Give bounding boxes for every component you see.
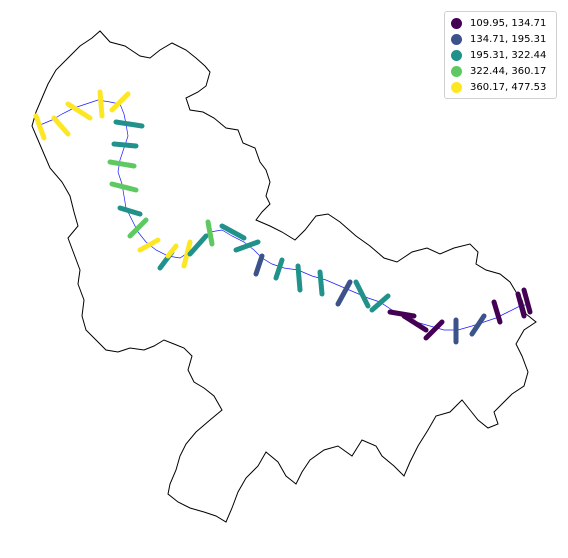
legend-label: 195.31, 322.44 — [470, 49, 547, 61]
cross-section-segment — [423, 319, 445, 341]
cross-section-segment — [109, 181, 139, 193]
cross-section-segment — [33, 113, 47, 141]
legend-swatch — [451, 65, 462, 77]
cross-section-segment — [317, 269, 325, 297]
cross-section-segment — [187, 233, 209, 257]
cross-section-segment — [137, 237, 161, 253]
cross-section-segment — [401, 313, 429, 333]
cross-section-segment — [51, 115, 71, 137]
cross-section-segment — [65, 101, 93, 121]
cross-section-segment — [107, 159, 137, 169]
legend-label: 322.44, 360.17 — [470, 65, 547, 77]
legend-item: 322.44, 360.17 — [451, 63, 552, 79]
cross-section-segment — [127, 217, 149, 239]
legend-item: 134.71, 195.31 — [451, 31, 552, 47]
legend-label: 360.17, 477.53 — [470, 81, 547, 93]
cross-section-segment — [113, 119, 145, 129]
cross-section-segment — [165, 243, 179, 259]
cross-section-segment — [335, 279, 353, 307]
legend-item: 109.95, 134.71 — [451, 15, 552, 31]
cross-section-segment — [181, 239, 193, 269]
cross-section-segment — [469, 313, 487, 337]
cross-section-segment — [233, 239, 261, 253]
legend-swatch — [451, 81, 462, 93]
legend-label: 109.95, 134.71 — [470, 17, 547, 29]
legend-item: 195.31, 322.44 — [451, 47, 552, 63]
cross-section-segment — [515, 291, 527, 319]
legend-swatch — [451, 33, 462, 45]
cross-section-segment — [295, 263, 303, 293]
cross-section-segment — [369, 293, 391, 313]
legend-swatch — [451, 49, 462, 61]
cross-section-segment — [219, 223, 247, 241]
legend-item: 360.17, 477.53 — [451, 79, 552, 95]
cross-section-segment — [273, 257, 285, 281]
region-boundary — [31, 30, 537, 523]
river-line — [39, 99, 531, 331]
cross-section-segment — [97, 89, 105, 119]
cross-section-segment — [205, 219, 215, 247]
cross-section-segment — [491, 299, 503, 325]
cross-section-segment — [117, 205, 143, 217]
cross-section-segment — [111, 141, 139, 149]
cross-section-segment — [109, 91, 131, 113]
legend: 109.95, 134.71 134.71, 195.31 195.31, 32… — [444, 11, 557, 99]
legend-swatch — [451, 17, 462, 29]
cross-section-segment — [521, 287, 533, 315]
cross-section-segment — [353, 279, 371, 309]
cross-section-segment — [387, 309, 417, 319]
cross-section-segment — [253, 253, 265, 277]
legend-label: 134.71, 195.31 — [470, 33, 547, 45]
